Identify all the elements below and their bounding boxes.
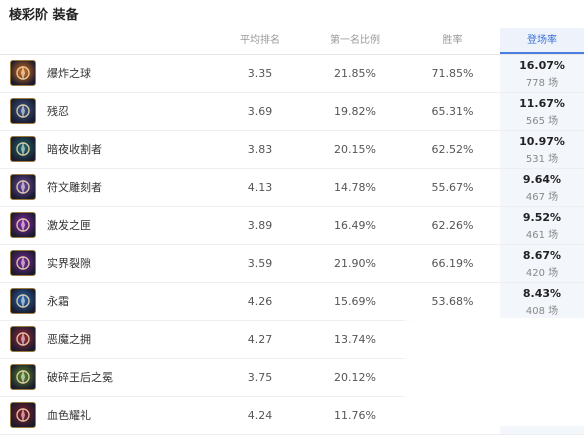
pick-rate-cell-bg — [500, 245, 584, 282]
pick-rate-cell-bg — [500, 283, 584, 320]
first-rate-value: 15.69% — [334, 295, 376, 308]
catalyst-box-icon — [10, 212, 36, 238]
table-row[interactable]: 实界裂隙 3.59 21.90% 66.19% 8.67% 420 场 — [0, 245, 584, 283]
table-row[interactable]: 永霜 4.26 15.69% 53.68% 8.43% 408 场 — [0, 283, 584, 321]
win-rate-value: 62.52% — [431, 143, 474, 156]
first-rate-value: 16.49% — [334, 219, 376, 232]
match-count-value: 467 场 — [525, 192, 559, 203]
avg-rank-value: 3.89 — [247, 219, 273, 232]
column-header-pick-rate[interactable]: 登场率 — [500, 28, 584, 54]
item-name: 永霜 — [47, 295, 69, 308]
pick-rate-value: 9.64% — [522, 173, 562, 186]
column-header-first-rate[interactable]: 第一名比例 — [330, 35, 380, 46]
night-harvester-icon — [10, 136, 36, 162]
item-name: 实界裂隙 — [47, 257, 91, 270]
item-name: 暗夜收割者 — [47, 143, 102, 156]
avg-rank-value: 4.24 — [247, 409, 273, 422]
eternal-frost-icon — [10, 288, 36, 314]
crimson-gift-icon — [10, 402, 36, 428]
table-row[interactable]: 暗夜收割者 3.83 20.15% 62.52% 10.97% 531 场 — [0, 131, 584, 169]
win-rate-value: 62.26% — [431, 219, 474, 232]
match-count-value: 778 场 — [525, 78, 559, 89]
match-count-value: 408 场 — [525, 306, 559, 317]
reality-rift-icon — [10, 250, 36, 276]
table-row[interactable]: 符文雕刻者 4.13 14.78% 55.67% 9.64% 467 场 — [0, 169, 584, 207]
first-rate-value: 14.78% — [334, 181, 376, 194]
item-name: 残忍 — [47, 105, 69, 118]
first-rate-value: 13.74% — [334, 333, 376, 346]
avg-rank-value: 3.83 — [247, 143, 273, 156]
item-name: 恶魔之拥 — [47, 333, 91, 346]
first-rate-value: 19.82% — [334, 105, 376, 118]
first-rate-value: 21.85% — [334, 67, 376, 80]
page-title: 棱彩阶 装备 — [9, 8, 79, 23]
avg-rank-value: 3.35 — [247, 67, 273, 80]
item-name: 破碎王后之冕 — [47, 371, 113, 384]
table-row[interactable]: 残忍 3.69 19.82% 65.31% 11.67% 565 场 — [0, 93, 584, 131]
pick-rate-value: 9.52% — [522, 211, 562, 224]
pick-rate-value: 8.43% — [522, 287, 562, 300]
avg-rank-value: 3.75 — [247, 371, 273, 384]
demonic-embrace-icon — [10, 326, 36, 352]
avg-rank-value: 4.13 — [247, 181, 273, 194]
cruelty-icon — [10, 98, 36, 124]
pick-rate-cell-bg — [500, 207, 584, 244]
column-header-win-rate[interactable]: 胜率 — [442, 35, 463, 46]
pick-rate-value: 16.07% — [519, 59, 565, 72]
overlay-fade — [405, 318, 584, 426]
table-header: 平均排名 第一名比例 胜率 登场率 — [0, 28, 584, 55]
item-name: 爆炸之球 — [47, 67, 91, 80]
pick-rate-value: 10.97% — [519, 135, 565, 148]
first-rate-value: 21.90% — [334, 257, 376, 270]
first-rate-value: 11.76% — [334, 409, 376, 422]
table-row[interactable]: 爆炸之球 3.35 21.85% 71.85% 16.07% 778 场 — [0, 55, 584, 93]
item-name: 血色耀礼 — [47, 409, 91, 422]
avg-rank-value: 3.69 — [247, 105, 273, 118]
column-header-avg-rank[interactable]: 平均排名 — [240, 35, 280, 46]
pick-rate-cell-bg — [500, 55, 584, 92]
match-count-value: 420 场 — [525, 268, 559, 279]
avg-rank-value: 3.59 — [247, 257, 273, 270]
item-name: 符文雕刻者 — [47, 181, 102, 194]
rune-carver-icon — [10, 174, 36, 200]
match-count-value: 565 场 — [525, 116, 559, 127]
item-name: 激发之匣 — [47, 219, 91, 232]
pick-rate-cell-bg — [500, 169, 584, 206]
first-rate-value: 20.15% — [334, 143, 376, 156]
match-count-value: 461 场 — [525, 230, 559, 241]
avg-rank-value: 4.26 — [247, 295, 273, 308]
first-rate-value: 20.12% — [334, 371, 376, 384]
win-rate-value: 65.31% — [431, 105, 474, 118]
win-rate-value: 71.85% — [431, 67, 474, 80]
match-count-value: 531 场 — [525, 154, 559, 165]
shattered-crown-icon — [10, 364, 36, 390]
explosive-orb-icon — [10, 60, 36, 86]
win-rate-value: 66.19% — [431, 257, 474, 270]
pick-rate-cell-bg — [500, 93, 584, 130]
avg-rank-value: 4.27 — [247, 333, 273, 346]
pick-rate-value: 11.67% — [519, 97, 565, 110]
pick-rate-value: 8.67% — [522, 249, 562, 262]
win-rate-value: 53.68% — [431, 295, 474, 308]
table-row[interactable]: 激发之匣 3.89 16.49% 62.26% 9.52% 461 场 — [0, 207, 584, 245]
pick-rate-cell-bg — [500, 131, 584, 168]
win-rate-value: 55.67% — [431, 181, 474, 194]
